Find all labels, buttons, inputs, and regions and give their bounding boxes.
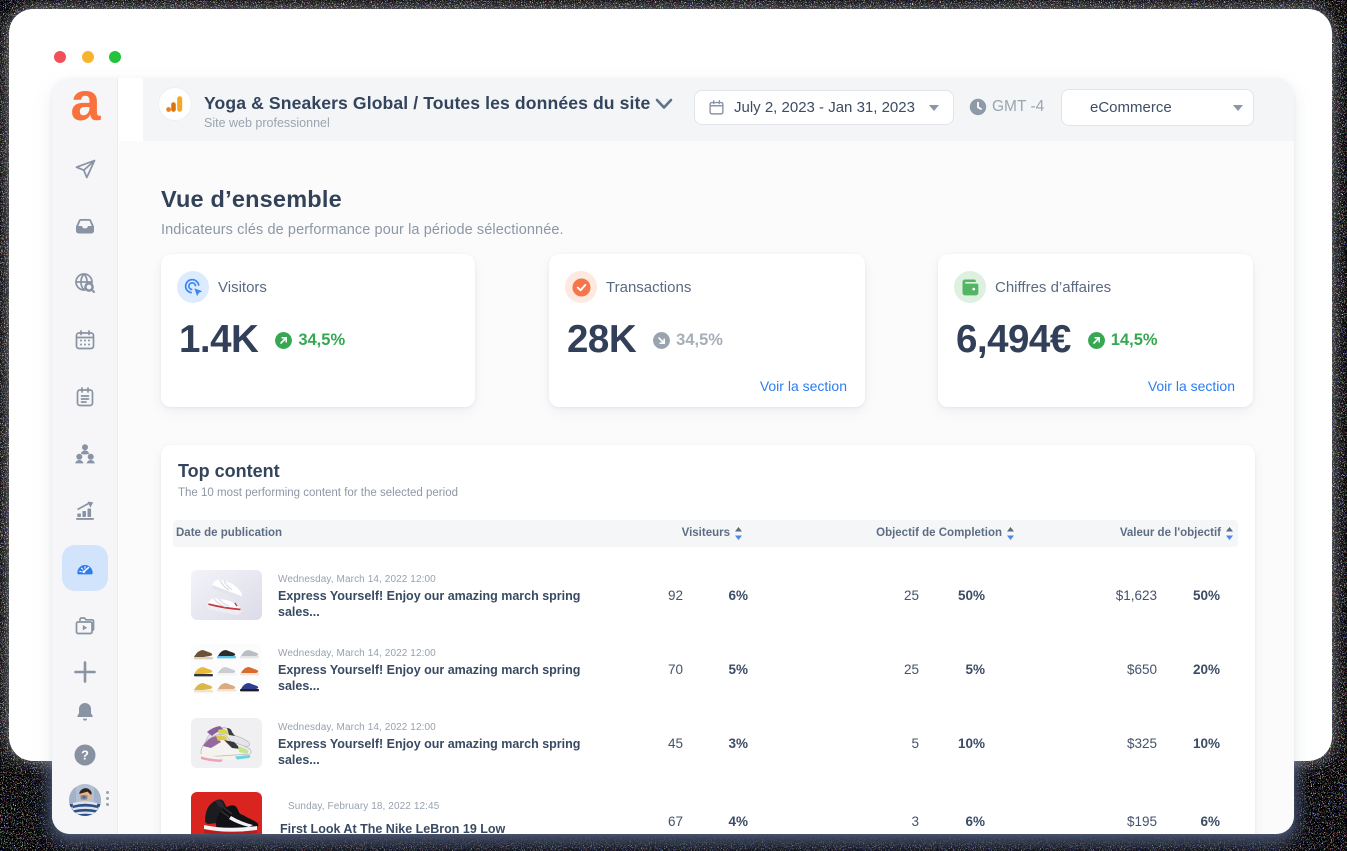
svg-text:?: ? <box>81 748 89 763</box>
